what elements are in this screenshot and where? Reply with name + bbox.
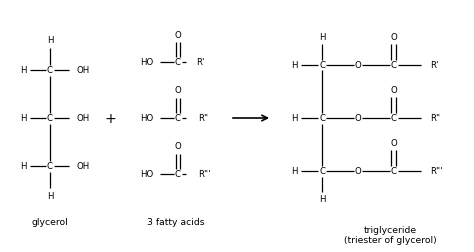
Text: O: O [391,86,397,95]
Text: triglyceride
(triester of glycerol): triglyceride (triester of glycerol) [344,225,436,244]
Text: C: C [319,167,325,176]
Text: C: C [47,162,53,171]
Text: H: H [47,192,53,201]
Text: O: O [174,30,182,39]
Text: H: H [319,33,325,42]
Text: O: O [355,114,361,123]
Text: H: H [291,167,297,176]
Text: O: O [391,139,397,148]
Text: C: C [175,58,181,67]
Text: R': R' [430,61,438,70]
Text: R"': R"' [430,167,443,176]
Text: R": R" [198,114,208,123]
Text: HO: HO [140,58,154,67]
Text: H: H [20,162,26,171]
Text: R': R' [196,58,204,67]
Text: HO: HO [140,170,154,179]
Text: C: C [47,114,53,123]
Text: 3 fatty acids: 3 fatty acids [147,218,205,227]
Text: O: O [391,33,397,42]
Text: O: O [174,86,182,95]
Text: O: O [174,142,182,151]
Text: C: C [319,114,325,123]
Text: C: C [47,66,53,75]
Text: O: O [355,61,361,70]
Text: H: H [291,61,297,70]
Text: H: H [47,36,53,45]
Text: R": R" [430,114,440,123]
Text: R"': R"' [198,170,210,179]
Text: C: C [391,167,397,176]
Text: O: O [355,167,361,176]
Text: C: C [391,61,397,70]
Text: H: H [20,66,26,75]
Text: C: C [391,114,397,123]
Text: H: H [291,114,297,123]
Text: OH: OH [76,162,90,171]
Text: H: H [319,195,325,204]
Text: C: C [319,61,325,70]
Text: OH: OH [76,66,90,75]
Text: H: H [20,114,26,123]
Text: glycerol: glycerol [32,218,68,227]
Text: +: + [104,112,116,125]
Text: C: C [175,114,181,123]
Text: OH: OH [76,114,90,123]
Text: HO: HO [140,114,154,123]
Text: C: C [175,170,181,179]
